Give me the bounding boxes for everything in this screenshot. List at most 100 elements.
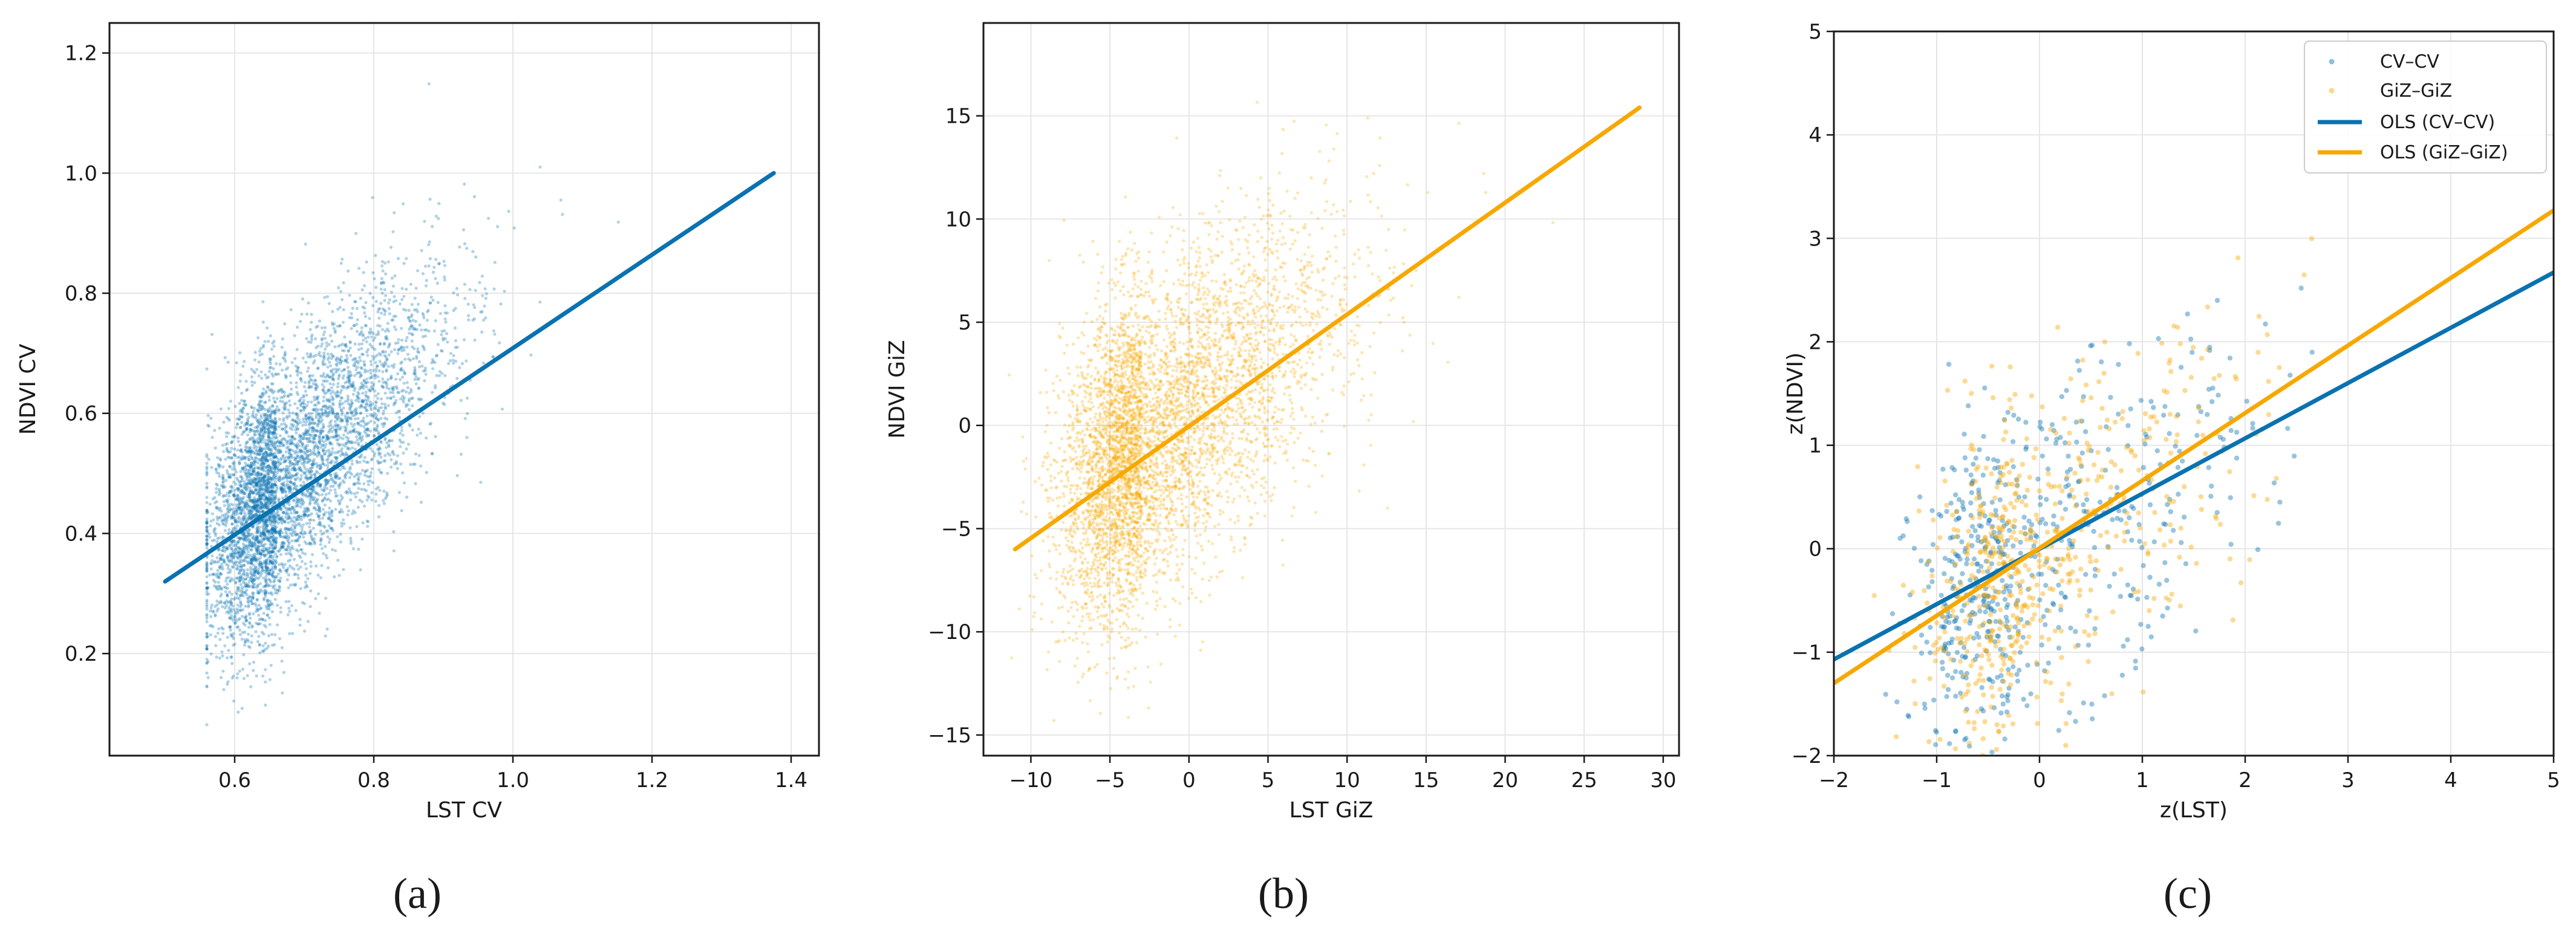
scatter-point xyxy=(325,434,329,438)
scatter-point xyxy=(215,491,218,494)
scatter-point xyxy=(270,532,273,536)
scatter-point xyxy=(236,625,240,629)
scatter-point xyxy=(271,404,275,407)
scatter-point xyxy=(256,544,259,548)
scatter-point xyxy=(275,556,279,559)
scatter-point xyxy=(364,470,367,474)
scatter-point xyxy=(347,349,350,353)
scatter-point xyxy=(256,509,259,513)
scatter-point xyxy=(311,488,315,491)
scatter-point xyxy=(345,411,349,415)
scatter-point xyxy=(238,520,242,524)
scatter-point xyxy=(320,533,324,536)
scatter-point xyxy=(356,441,360,446)
scatter-point xyxy=(276,572,280,575)
scatter-point xyxy=(267,448,271,452)
scatter-point xyxy=(217,574,221,578)
scatter-point xyxy=(240,433,244,436)
scatter-point xyxy=(295,484,299,488)
scatter-point xyxy=(242,559,246,563)
scatter-point xyxy=(287,573,291,577)
scatter-point xyxy=(284,569,287,572)
scatter-point xyxy=(299,371,303,375)
scatter-point xyxy=(327,399,331,403)
scatter-point xyxy=(313,473,316,476)
scatter-point xyxy=(324,511,327,514)
scatter-point xyxy=(298,478,302,482)
scatter-point xyxy=(312,395,316,399)
scatter-point xyxy=(339,391,342,395)
scatter-point xyxy=(238,555,242,559)
scatter-point xyxy=(250,498,254,502)
scatter-point xyxy=(262,498,266,502)
scatter-point xyxy=(253,452,256,456)
scatter-point xyxy=(257,441,261,446)
scatter-point xyxy=(357,342,361,346)
scatter-point xyxy=(236,497,240,501)
scatter-point xyxy=(402,381,406,385)
scatter-point xyxy=(244,616,248,620)
scatter-point xyxy=(302,459,306,462)
scatter-point xyxy=(244,389,249,392)
scatter-point xyxy=(261,568,264,572)
scatter-point xyxy=(248,541,252,545)
scatter-point xyxy=(230,441,233,444)
scatter-point xyxy=(471,319,475,322)
scatter-point xyxy=(310,491,313,495)
scatter-point xyxy=(223,504,226,507)
scatter-point xyxy=(353,423,357,426)
scatter-point xyxy=(280,478,284,481)
scatter-point xyxy=(287,414,292,418)
scatter-point xyxy=(443,278,446,282)
scatter-point xyxy=(320,488,324,491)
scatter-point xyxy=(243,585,247,589)
scatter-point xyxy=(250,450,254,453)
scatter-point xyxy=(328,513,331,516)
scatter-point xyxy=(238,600,243,604)
scatter-point xyxy=(414,452,418,456)
scatter-point xyxy=(325,391,329,394)
scatter-point xyxy=(270,453,273,457)
scatter-point xyxy=(360,435,365,438)
scatter-point xyxy=(302,407,307,410)
scatter-point xyxy=(273,475,276,478)
scatter-point xyxy=(289,528,292,531)
scatter-point xyxy=(241,548,246,552)
scatter-point xyxy=(224,524,228,527)
scatter-point xyxy=(327,430,331,434)
scatter-point xyxy=(248,464,252,468)
scatter-point xyxy=(382,365,386,368)
scatter-point xyxy=(350,401,354,405)
scatter-point xyxy=(403,357,407,361)
scatter-point xyxy=(321,361,325,365)
scatter-point xyxy=(301,456,305,461)
scatter-point xyxy=(238,426,242,430)
scatter-point xyxy=(270,410,274,414)
scatter-point xyxy=(280,545,284,549)
scatter-point xyxy=(251,536,255,539)
scatter-point xyxy=(242,505,246,509)
scatter-point xyxy=(266,407,270,411)
scatter-point xyxy=(246,502,250,506)
scatter-point xyxy=(252,467,256,470)
scatter-point xyxy=(358,436,362,440)
scatter-point xyxy=(293,510,296,513)
scatter-point xyxy=(382,502,386,505)
scatter-point xyxy=(248,478,252,482)
scatter-point xyxy=(221,632,225,635)
scatter-point xyxy=(499,302,503,306)
scatter-point xyxy=(273,591,277,595)
scatter-point xyxy=(253,566,258,569)
scatter-point xyxy=(462,338,466,342)
scatter-point xyxy=(392,403,396,407)
scatter-point xyxy=(265,470,269,473)
scatter-point xyxy=(355,322,359,326)
scatter-point xyxy=(273,455,277,459)
scatter-point xyxy=(362,379,366,383)
scatter-point xyxy=(254,500,258,504)
scatter-point xyxy=(299,403,302,406)
scatter-point xyxy=(205,685,209,689)
scatter-point xyxy=(284,515,288,519)
scatter-point xyxy=(491,355,495,358)
scatter-point xyxy=(234,551,238,555)
